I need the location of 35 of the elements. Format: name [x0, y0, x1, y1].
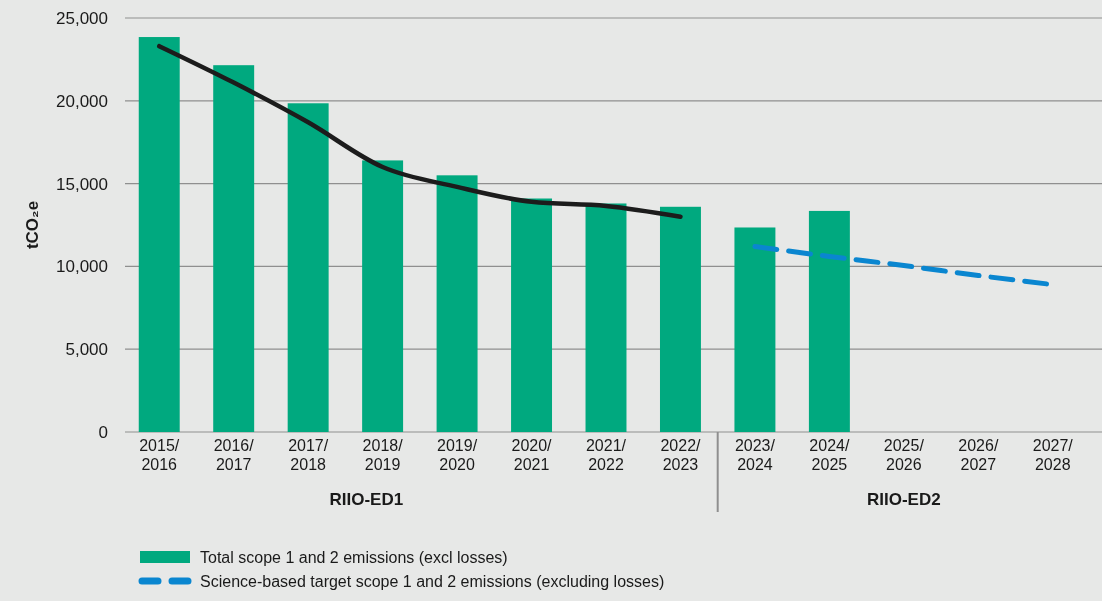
y-tick-label: 25,000 — [56, 8, 108, 28]
bar — [213, 65, 255, 432]
y-tick-label: 20,000 — [56, 91, 108, 111]
bar — [659, 206, 701, 432]
x-tick-label: 2019/2020 — [437, 437, 478, 473]
x-tick-label: 2022/2023 — [660, 437, 702, 473]
line-series — [156, 43, 683, 219]
y-tick-label: 5,000 — [65, 340, 108, 360]
y-tick-label: 0 — [98, 422, 108, 442]
x-tick-label: 2024/2025 — [809, 437, 850, 473]
y-tick-label: 15,000 — [56, 174, 108, 194]
x-tick-label: 2015/2016 — [139, 437, 180, 473]
x-tick-label: 2025/2026 — [883, 437, 925, 473]
y-tick-label: 10,000 — [56, 257, 108, 277]
text: RIIO-ED1 — [329, 490, 404, 509]
x-tick-label: 2017/2018 — [288, 437, 329, 473]
bar — [585, 203, 627, 432]
x-tick-label: 2016/2017 — [213, 437, 255, 473]
bar — [362, 160, 404, 432]
x-tick-label: 2020/2021 — [511, 437, 553, 473]
bar — [436, 175, 478, 432]
x-tick-label: 2018/2019 — [362, 437, 404, 473]
x-tick-label: 2027/2028 — [1032, 437, 1074, 473]
x-tick-label: 2026/2027 — [958, 437, 999, 473]
legend-label: Science-based target scope 1 and 2 emissions (excluding losses) — [200, 572, 665, 590]
text: RIIO-ED2 — [867, 490, 941, 509]
y-axis-title: tCO₂e — [23, 200, 42, 250]
bar — [734, 227, 776, 432]
x-tick-label: 2023/2024 — [734, 437, 776, 473]
bar — [511, 198, 553, 432]
bar — [138, 37, 180, 432]
x-tick-label: 2021/2022 — [585, 437, 627, 473]
legend-label: Total scope 1 and 2 emissions (excl losses) — [200, 548, 508, 566]
bar — [287, 103, 329, 432]
bar — [808, 210, 850, 432]
